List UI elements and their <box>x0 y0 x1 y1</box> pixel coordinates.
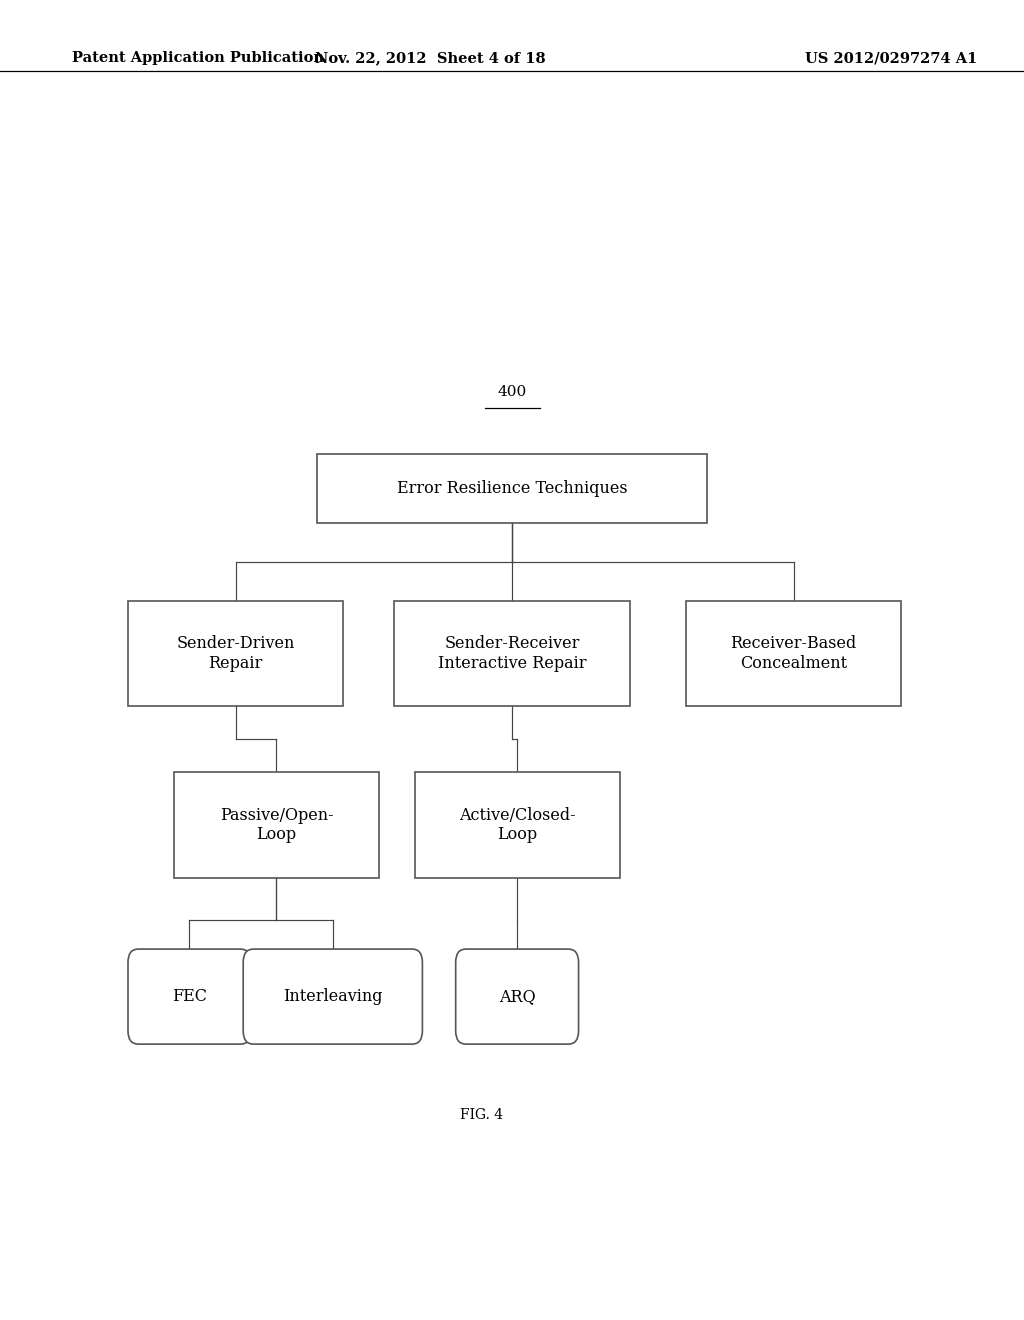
Text: Sender-Driven
Repair: Sender-Driven Repair <box>176 635 295 672</box>
FancyBboxPatch shape <box>128 949 251 1044</box>
FancyBboxPatch shape <box>415 772 620 878</box>
Text: Passive/Open-
Loop: Passive/Open- Loop <box>220 807 333 843</box>
FancyBboxPatch shape <box>128 601 343 706</box>
Text: Error Resilience Techniques: Error Resilience Techniques <box>396 480 628 496</box>
FancyBboxPatch shape <box>394 601 630 706</box>
Text: US 2012/0297274 A1: US 2012/0297274 A1 <box>805 51 977 65</box>
FancyBboxPatch shape <box>244 949 422 1044</box>
FancyBboxPatch shape <box>456 949 579 1044</box>
Text: Active/Closed-
Loop: Active/Closed- Loop <box>459 807 575 843</box>
Text: Patent Application Publication: Patent Application Publication <box>72 51 324 65</box>
FancyBboxPatch shape <box>317 454 707 523</box>
Text: Interleaving: Interleaving <box>283 989 383 1005</box>
Text: ARQ: ARQ <box>499 989 536 1005</box>
Text: FIG. 4: FIG. 4 <box>460 1109 503 1122</box>
Text: Nov. 22, 2012  Sheet 4 of 18: Nov. 22, 2012 Sheet 4 of 18 <box>314 51 546 65</box>
Text: 400: 400 <box>498 385 526 399</box>
FancyBboxPatch shape <box>174 772 379 878</box>
FancyBboxPatch shape <box>686 601 901 706</box>
Text: Receiver-Based
Concealment: Receiver-Based Concealment <box>730 635 857 672</box>
Text: Sender-Receiver
Interactive Repair: Sender-Receiver Interactive Repair <box>437 635 587 672</box>
Text: FEC: FEC <box>172 989 207 1005</box>
